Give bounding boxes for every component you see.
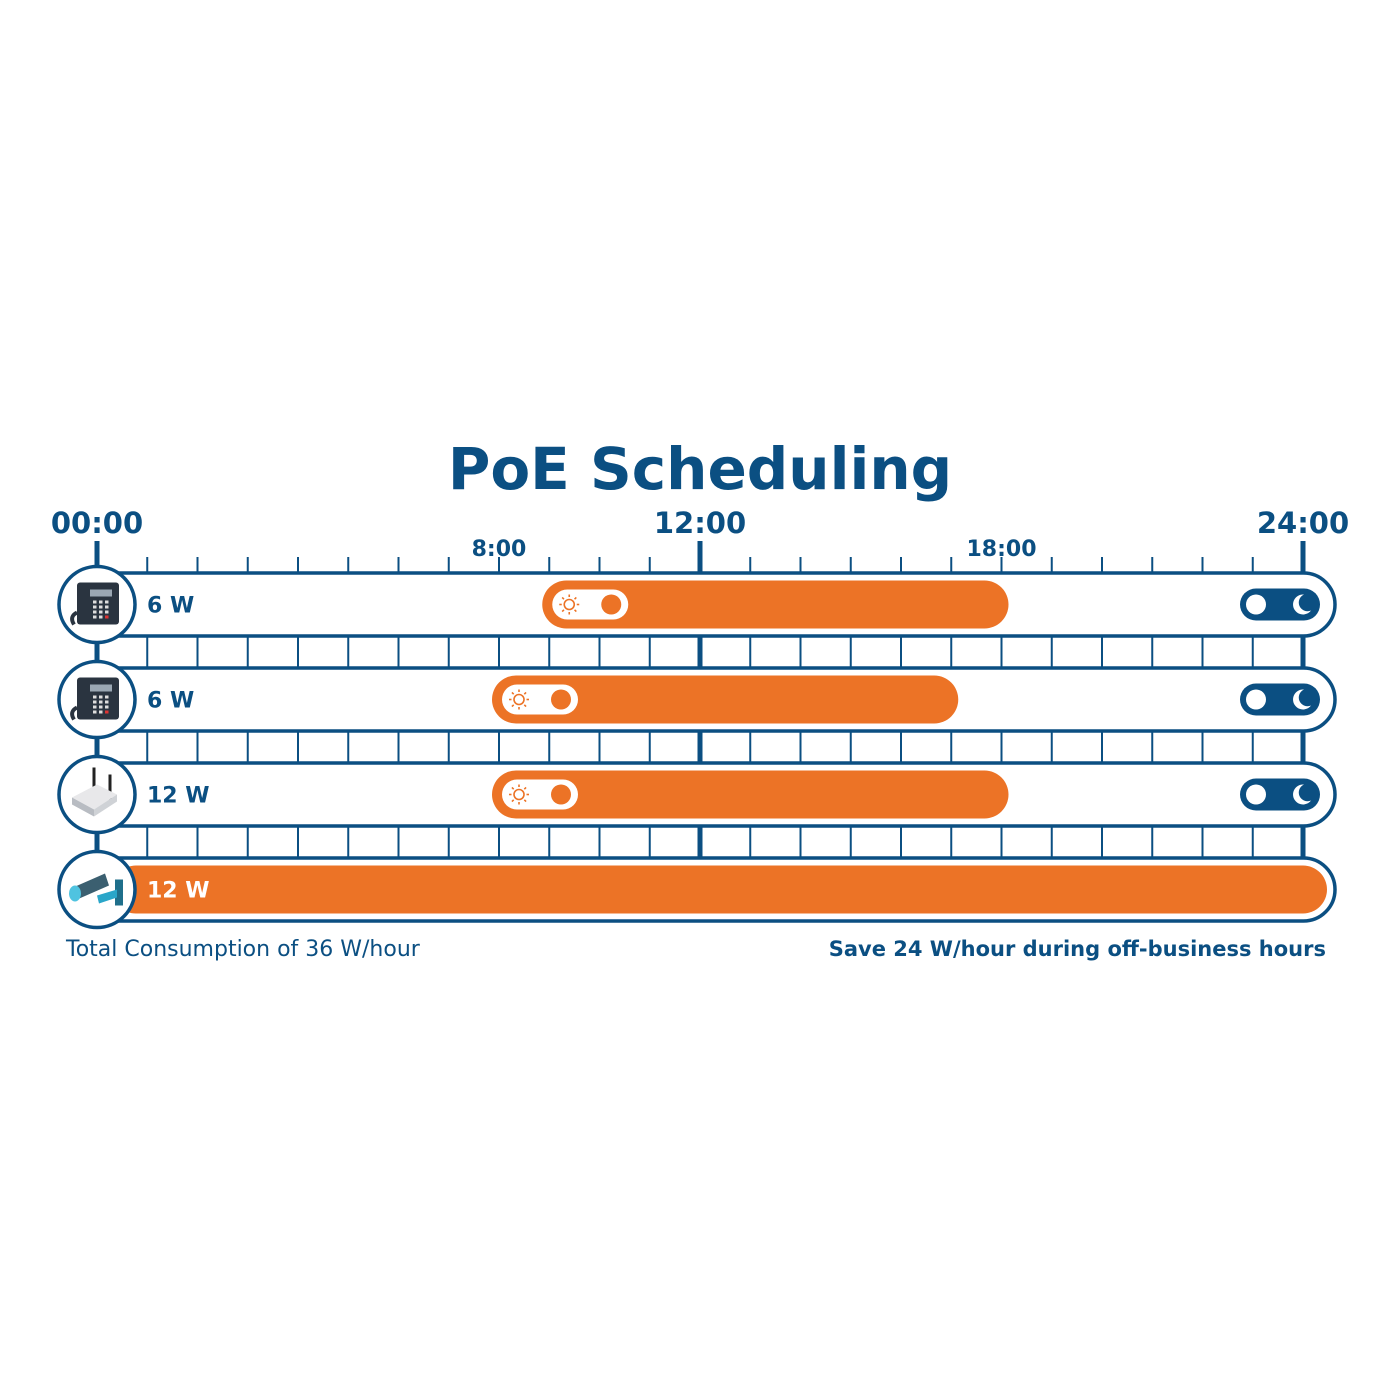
- power-label: 12 W: [147, 784, 210, 809]
- phone-key: [93, 605, 97, 609]
- phone-body: [77, 677, 119, 720]
- phone-key: [93, 705, 97, 709]
- phone-key: [93, 700, 97, 704]
- always-on-bar: [112, 865, 1327, 914]
- night-toggle-knob: [1246, 594, 1266, 615]
- power-label: 6 W: [147, 689, 194, 714]
- phone-key: [93, 695, 97, 699]
- device-rows: 6 W 6 W 12 W 12 W: [57, 564, 1337, 930]
- sun-ray: [573, 609, 577, 613]
- power-label: 6 W: [147, 594, 194, 619]
- phone-key: [99, 700, 103, 704]
- phone-handset: [70, 610, 79, 626]
- camera-mount: [115, 879, 123, 906]
- power-on-bar: [492, 770, 1009, 819]
- router-icon: [72, 767, 117, 817]
- phone-key: [93, 610, 97, 614]
- phone-key: [105, 700, 109, 704]
- phone-key: [99, 615, 103, 619]
- phone-body: [77, 582, 119, 625]
- sun-ray: [523, 691, 527, 695]
- moon-icon: [1293, 689, 1311, 710]
- power-on-bar: [542, 580, 1009, 629]
- sun-ray: [573, 596, 577, 600]
- minor-time-label: 18:00: [966, 537, 1036, 562]
- phone-key: [105, 600, 109, 604]
- night-toggle-knob: [1246, 689, 1266, 710]
- sun-icon: [513, 693, 525, 706]
- camera-arm: [97, 889, 117, 904]
- camera-body: [73, 873, 109, 900]
- night-toggle-knob: [1246, 784, 1266, 805]
- phone-key: [105, 605, 109, 609]
- phone-icon: [70, 677, 119, 721]
- sun-ray: [523, 786, 527, 790]
- major-time-label: 24:00: [1257, 506, 1349, 540]
- device-row: 6 W: [57, 564, 1337, 645]
- moon-icon: [1293, 594, 1311, 615]
- phone-key: [105, 615, 109, 619]
- day-toggle-knob: [551, 784, 571, 805]
- day-toggle: [502, 684, 578, 715]
- phone-key: [105, 705, 109, 709]
- night-toggle: [1240, 683, 1320, 716]
- day-toggle-knob: [601, 594, 622, 615]
- day-toggle-knob: [551, 689, 571, 710]
- phone-key: [105, 695, 109, 699]
- total-consumption-note: Total Consumption of 36 W/hour: [65, 937, 421, 962]
- router-top: [72, 784, 117, 810]
- phone-icon: [70, 582, 119, 626]
- device-row: 12 W: [57, 754, 1337, 835]
- sun-ray: [561, 609, 565, 613]
- day-toggle: [502, 779, 578, 810]
- night-toggle: [1240, 778, 1320, 811]
- sun-ray: [511, 691, 515, 695]
- day-toggle: [552, 589, 629, 620]
- sun-ray: [511, 799, 515, 803]
- sun-ray: [511, 786, 515, 790]
- sun-ray: [561, 596, 565, 600]
- camera-icon: [69, 873, 123, 906]
- phone-screen: [90, 589, 112, 597]
- power-on-bar: [492, 675, 959, 724]
- phone-key: [93, 600, 97, 604]
- power-label: 12 W: [147, 879, 210, 904]
- sun-ray: [523, 799, 527, 803]
- device-row: 6 W: [57, 659, 1337, 740]
- major-time-label: 00:00: [51, 506, 143, 540]
- phone-screen: [90, 684, 112, 692]
- phone-key: [99, 600, 103, 604]
- phone-key: [105, 610, 109, 614]
- moon-icon: [1293, 784, 1311, 805]
- diagram-title: PoE Scheduling: [448, 435, 952, 503]
- phone-key: [99, 605, 103, 609]
- minor-time-label: 8:00: [472, 537, 527, 562]
- sun-icon: [563, 598, 576, 611]
- night-toggle: [1240, 588, 1320, 621]
- router-side: [72, 797, 94, 817]
- camera-lens: [69, 885, 81, 902]
- sun-ray: [523, 704, 527, 708]
- device-row: 12 W: [57, 849, 1337, 930]
- sun-ray: [511, 704, 515, 708]
- phone-key: [99, 610, 103, 614]
- phone-key: [93, 615, 97, 619]
- phone-key: [93, 710, 97, 714]
- phone-key: [99, 695, 103, 699]
- major-time-label: 12:00: [654, 506, 746, 540]
- phone-handset: [70, 705, 79, 721]
- phone-key: [99, 710, 103, 714]
- phone-key: [105, 710, 109, 714]
- phone-key: [99, 705, 103, 709]
- router-front: [94, 794, 117, 817]
- sun-icon: [513, 788, 525, 801]
- savings-note: Save 24 W/hour during off-business hours: [829, 937, 1326, 961]
